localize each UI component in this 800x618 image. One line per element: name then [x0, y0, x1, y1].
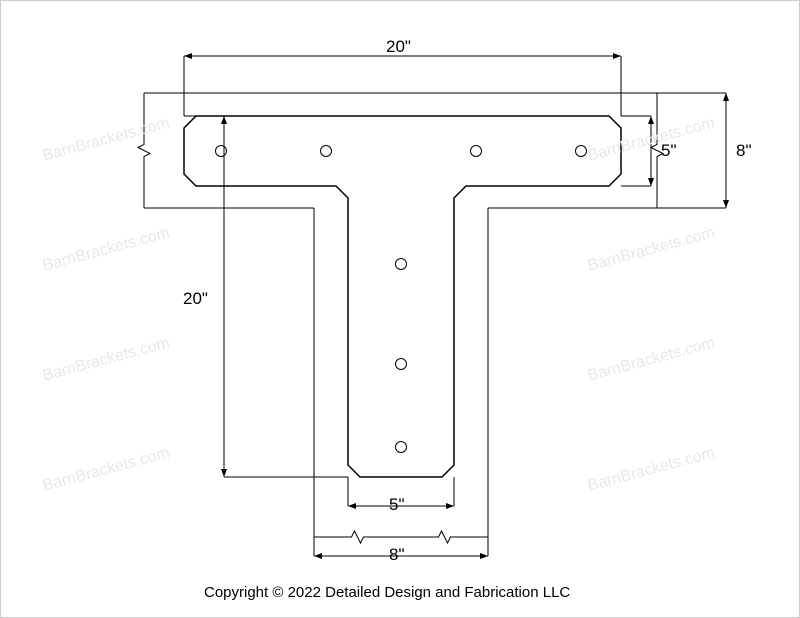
- bolt-holes: [216, 146, 587, 453]
- dim-label-bottom-5: 5": [389, 495, 405, 515]
- dim-label-top-20: 20": [386, 37, 411, 57]
- t-bracket-plate: [184, 116, 621, 477]
- copyright-text: Copyright © 2022 Detailed Design and Fab…: [204, 584, 570, 601]
- dim-label-right-8: 8": [736, 141, 752, 161]
- dim-label-left-20: 20": [183, 289, 208, 309]
- page: 20" 5" 8" 20" 5" 8" Copyright © 2022 Det…: [0, 0, 800, 618]
- dim-label-bottom-8: 8": [389, 545, 405, 565]
- diagram-svg: [1, 1, 800, 618]
- dimension-lines: [184, 56, 726, 556]
- dim-label-right-5: 5": [661, 141, 677, 161]
- timber-beam-outline: [138, 93, 663, 543]
